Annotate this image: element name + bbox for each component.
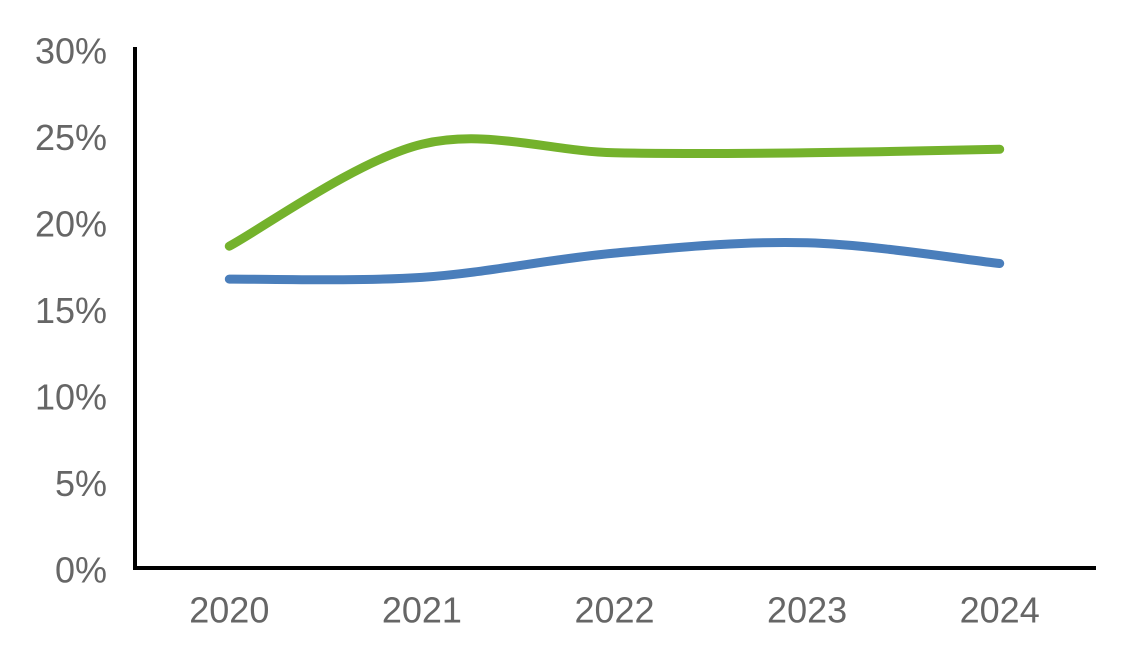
x-axis-tick-label: 2022 — [574, 590, 654, 631]
y-axis-tick-label: 10% — [35, 377, 107, 418]
x-axis-tick-label: 2021 — [382, 590, 462, 631]
series-line-green — [224, 134, 1005, 251]
y-axis-tick-label: 30% — [35, 31, 107, 72]
y-axis-tick-label: 20% — [35, 204, 107, 245]
series-line-blue — [224, 238, 1005, 285]
x-axis-tick-label: 2024 — [960, 590, 1040, 631]
y-axis-tick-label: 25% — [35, 117, 107, 158]
x-axis-tick-label: 2020 — [189, 590, 269, 631]
y-axis-tick-label: 5% — [55, 463, 107, 504]
y-axis-tick-label: 15% — [35, 290, 107, 331]
y-axis-tick-label: 0% — [55, 550, 107, 591]
x-axis-tick-label: 2023 — [767, 590, 847, 631]
